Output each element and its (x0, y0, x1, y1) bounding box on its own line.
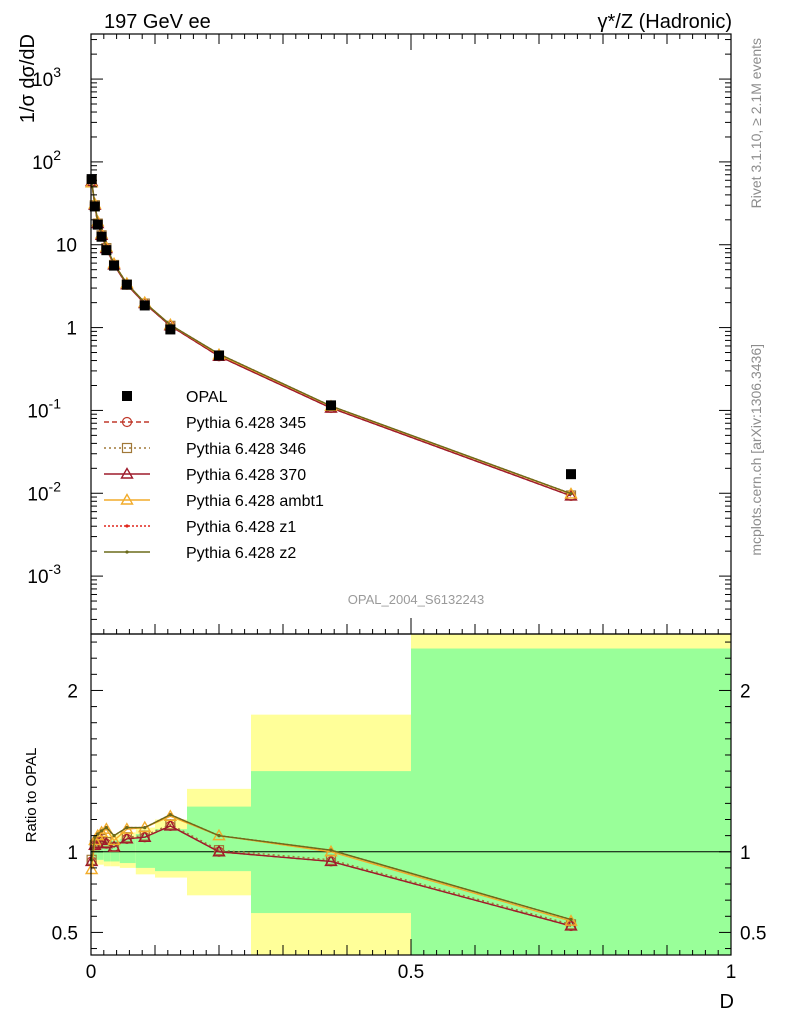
header-right: γ*/Z (Hadronic) (598, 11, 732, 33)
ratio-series-marker (217, 834, 221, 838)
legend-label: Pythia 6.428 z1 (186, 519, 296, 536)
ratio-y-tick-label-right: 1 (740, 843, 751, 864)
legend-label: Pythia 6.428 ambt1 (186, 493, 324, 510)
opal-data-group (86, 174, 576, 480)
ratio-series-marker (212, 844, 226, 857)
opal-data-point (89, 201, 100, 212)
opal-data-point (165, 324, 176, 335)
ratio-series-marker (99, 829, 104, 833)
main-series-marker (564, 488, 578, 501)
main-y-axis-label: 1/σ dσ/dD (17, 34, 39, 123)
ratio-series-marker (564, 914, 578, 926)
main-series-line (90, 182, 572, 495)
legend-marker (125, 550, 129, 554)
main-series-line (90, 181, 572, 497)
ratio-series-marker (125, 825, 129, 830)
opal-data-point (101, 245, 112, 256)
x-tick-label: 0.5 (398, 962, 424, 983)
main-series-group (84, 174, 578, 501)
legend-label: Pythia 6.428 370 (186, 467, 306, 484)
main-y-tick-label: 10-1 (27, 395, 61, 422)
opal-data-point (214, 350, 224, 361)
ratio-series-marker (120, 822, 134, 834)
main-y-tick-label: 10-2 (27, 478, 61, 505)
ratio-y-tick-label-right: 0.5 (740, 923, 766, 944)
opal-data-point (92, 219, 103, 230)
ratio-series-marker (143, 825, 147, 830)
opal-data-point (109, 260, 120, 271)
legend-marker (120, 467, 134, 479)
ratio-series-marker (94, 825, 109, 838)
main-y-tick-label: 10 (56, 236, 77, 257)
ratio-y-axis-label: Ratio to OPAL (23, 748, 40, 843)
rivet-label: Rivet 3.1.10, ≥ 2.1M events (748, 38, 764, 208)
legend-label: Pythia 6.428 346 (186, 441, 306, 458)
x-axis-label: D (720, 991, 734, 1013)
legend-marker (121, 442, 133, 454)
ratio-y-tick-label: 2 (67, 681, 78, 702)
opal-data-point (121, 279, 132, 290)
ratio-series-marker (107, 833, 121, 846)
ratio-series-marker (163, 819, 178, 831)
ratio-series-marker (324, 854, 338, 867)
main-series-marker (569, 492, 573, 496)
ratio-series-marker (96, 832, 100, 836)
ratio-y-tick-label: 1 (67, 843, 78, 864)
ratio-series-marker (99, 822, 114, 834)
ratio-series-marker (120, 831, 134, 844)
ratio-series-marker (84, 862, 99, 875)
opal-data-point (96, 231, 107, 242)
header-left: 197 GeV ee (104, 11, 211, 33)
ratio-series-marker (107, 840, 121, 852)
ratio-band-inner (119, 838, 136, 864)
ratio-series-marker (91, 828, 105, 841)
opal-data-point (326, 400, 336, 411)
ratio-series-marker (569, 917, 573, 922)
ratio-series-group (84, 809, 578, 932)
watermark: OPAL_2004_S6132243 (348, 592, 484, 607)
main-y-tick-label: 102 (32, 147, 61, 174)
ratio-series-marker (104, 825, 108, 830)
legend-marker (121, 416, 133, 428)
mcplots-label: mcplots.cern.ch [arXiv:1306.3436] (748, 344, 764, 556)
ratio-uncertainty-bands (91, 634, 731, 955)
x-tick-label: 0 (86, 962, 97, 983)
x-tick-label: 1 (726, 962, 737, 983)
ratio-series-marker (93, 835, 97, 839)
ratio-series-marker (112, 834, 116, 838)
main-series-line (90, 181, 572, 497)
ratio-y-tick-label: 0.5 (52, 923, 78, 944)
main-y-tick-label: 1 (66, 319, 77, 340)
ratio-series-marker (168, 813, 172, 817)
legend-label: Pythia 6.428 z2 (186, 545, 296, 562)
legend-opal-marker (122, 391, 132, 401)
main-y-tick-label: 103 (32, 64, 61, 91)
ratio-y-tick-label-right: 2 (740, 681, 751, 702)
legend-marker (120, 493, 134, 505)
main-series-line (90, 180, 572, 495)
legend-opal-label: OPAL (186, 389, 228, 406)
ratio-band-inner (411, 648, 731, 955)
opal-data-point (86, 174, 97, 185)
legend: OPAL Pythia 6.428 345 Pythia 6.428 346 Pyth… (104, 389, 324, 562)
ratio-band-inner (251, 771, 411, 914)
ratio-series-marker (138, 830, 152, 842)
legend-marker (125, 524, 129, 528)
ratio-series-marker (329, 848, 333, 852)
legend-label: Pythia 6.428 345 (186, 415, 306, 432)
ratio-band-inner (155, 829, 187, 872)
main-y-tick-label: 10-3 (27, 561, 61, 588)
main-series-line (90, 180, 572, 497)
opal-data-point (566, 469, 576, 480)
ratio-band-inner (135, 834, 155, 868)
main-series-line (90, 180, 572, 495)
opal-data-point (139, 300, 150, 311)
